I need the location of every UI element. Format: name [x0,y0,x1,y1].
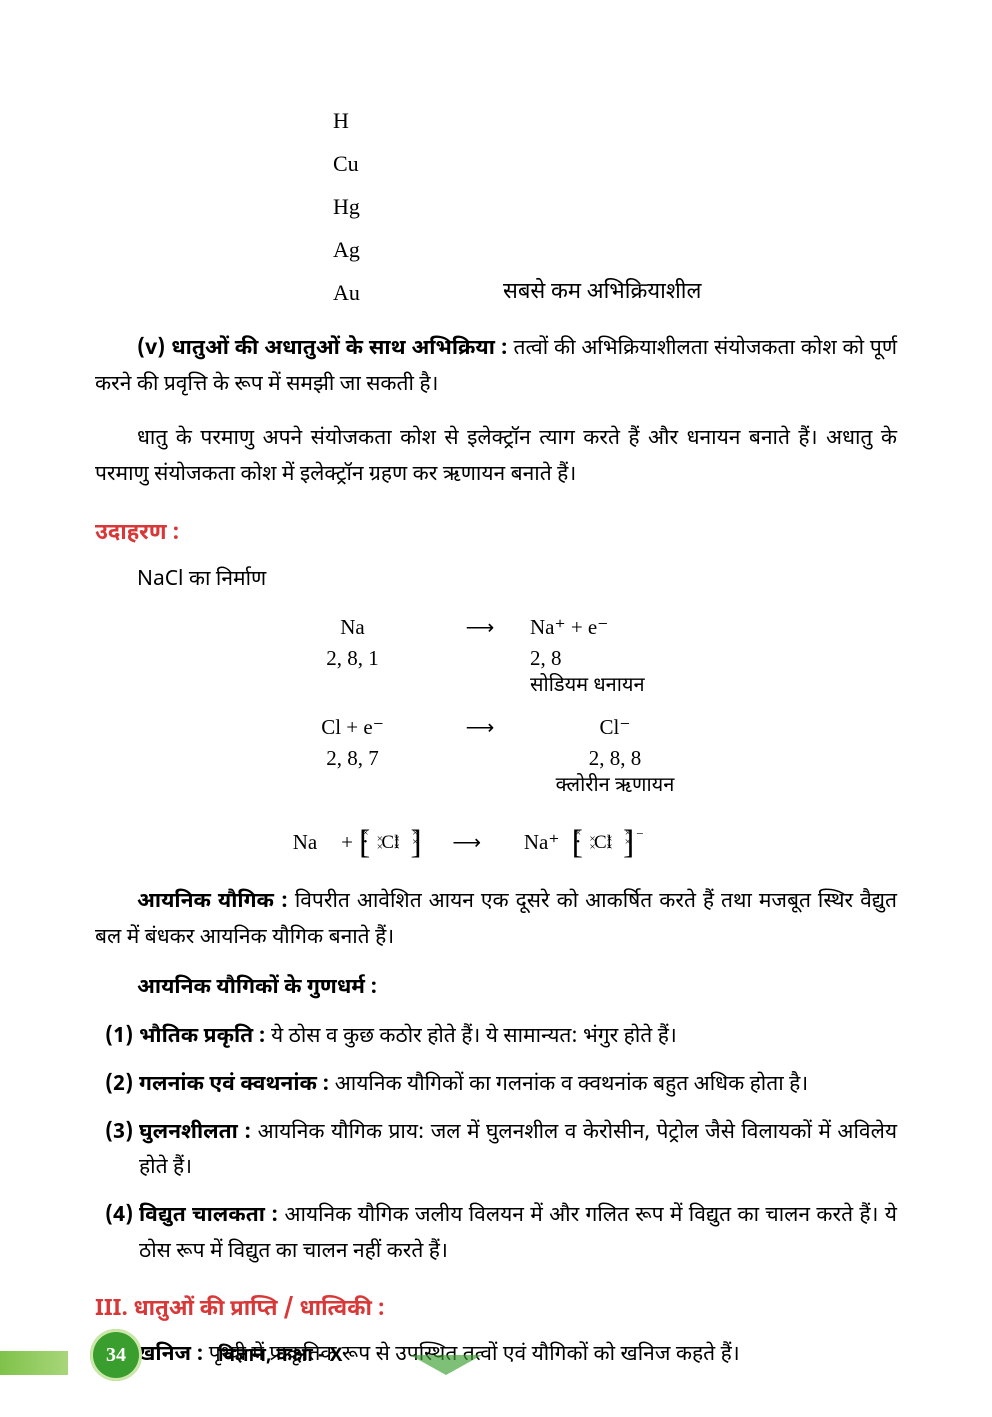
eq3-na-plus: Na⁺ [512,827,572,857]
page-footer: 34 विज्ञान, कक्षा - X [0,1331,992,1375]
eq1-right-mid: 2, 8 [530,643,730,673]
example-heading: उदाहरण : [95,515,897,552]
prop-num: (4) [95,1199,139,1270]
footer-stripe [0,1351,68,1375]
equation-1: Na 2, 8, 1 ⟶ Na⁺ + e⁻ 2, 8 सोडियम धनायन [275,612,897,702]
prop-body: आयनिक यौगिकों का गलनांक व क्वथनांक बहुत … [335,1071,809,1099]
eq1-right-bot: सोडियम धनायन [530,673,730,702]
eq3-na: Na [275,827,335,857]
section-iii-title: धातुओं की प्राप्ति / धात्विकी : [134,1295,385,1324]
section-iii-heading: III. धातुओं की प्राप्ति / धात्विकी : [95,1291,897,1328]
para-metal-nonmetal: धातु के परमाणु अपने संयोजकता कोश से इलेक… [95,422,897,493]
nacl-equations: Na 2, 8, 1 ⟶ Na⁺ + e⁻ 2, 8 सोडियम धनायन … [275,612,897,867]
eq1-right-top: Na⁺ + e⁻ [530,612,730,642]
element-symbol: H [333,100,503,143]
arrow-icon: ⟶ [430,712,530,743]
element-reactivity-list: H Cu Hg Ag Au सबसे कम अभिक्रियाशील [333,100,897,314]
properties-heading: आयनिक यौगिकों के गुणधर्म : [137,971,897,1007]
footer-book-title: विज्ञान, कक्षा - X [218,1344,343,1369]
equation-2: Cl + e⁻ 2, 8, 7 ⟶ Cl⁻ 2, 8, 8 क्लोरीन ऋण… [275,712,897,802]
lewis-cl-anion-bracket: [ × × ×•Cl×× × × ]− [572,818,642,867]
prop-num: (2) [95,1068,139,1104]
eq2-left-bot: 2, 8, 7 [275,743,430,773]
section-v-num: (v) [137,335,165,363]
property-item: (1) भौतिक प्रकृति : ये ठोस व कुछ कठोर हो… [95,1020,897,1056]
ionic-compound-para: आयनिक यौगिक : विपरीत आवेशित आयन एक दूसरे… [95,885,897,956]
eq2-right-top: Cl⁻ [530,712,700,742]
lewis-cl-bracket: [ × × ×•Cl×× × × ] [359,818,422,867]
prop-num: (1) [95,1020,139,1056]
eq2-right-mid: 2, 8, 8 [530,743,700,773]
arrow-icon: ⟶ [422,827,512,858]
property-item: (4) विद्युत चालकता : आयनिक यौगिक जलीय वि… [95,1199,897,1270]
eq1-left-bot: 2, 8, 1 [275,643,430,673]
prop-body: ये ठोस व कुछ कठोर होते हैं। ये सामान्यत:… [271,1023,677,1051]
element-symbol: Cu [333,143,503,186]
element-symbol: Au [333,272,503,315]
property-item: (2) गलनांक एवं क्वथनांक : आयनिक यौगिकों … [95,1068,897,1104]
footer-triangle-icon [410,1355,482,1375]
equation-3-lewis: Na + [ × × ×•Cl×× × × ] ⟶ Na⁺ [ × × ×•Cl… [275,818,897,867]
element-symbol: Hg [333,186,503,229]
page-content: H Cu Hg Ag Au सबसे कम अभिक्रियाशील (v) ध… [0,0,992,1374]
prop-num: (3) [95,1116,139,1187]
eq3-plus: + [335,827,359,857]
page-number-badge: 34 [90,1329,142,1381]
section-iii-num: III. [95,1295,128,1324]
eq1-left-top: Na [275,612,430,642]
ionic-title: आयनिक यौगिक : [137,888,295,916]
properties-list: (1) भौतिक प्रकृति : ये ठोस व कुछ कठोर हो… [95,1020,897,1270]
section-v-para: (v) धातुओं की अधातुओं के साथ अभिक्रिया :… [95,332,897,403]
arrow-icon: ⟶ [430,612,530,643]
eq2-right-bot: क्लोरीन ऋणायन [530,773,700,802]
element-symbol: Ag [333,229,503,272]
prop-title: घुलनशीलता : [139,1119,258,1147]
eq2-left-top: Cl + e⁻ [275,712,430,742]
property-item: (3) घुलनशीलता : आयनिक यौगिक प्राय: जल मे… [95,1116,897,1187]
nacl-label: NaCl का निर्माण [137,563,897,599]
section-v-title: धातुओं की अधातुओं के साथ अभिक्रिया : [171,335,513,363]
prop-title: भौतिक प्रकृति : [139,1023,271,1051]
prop-title: गलनांक एवं क्वथनांक : [139,1071,335,1099]
prop-title: विद्युत चालकता : [139,1202,284,1230]
reactivity-note: सबसे कम अभिक्रियाशील [503,272,701,315]
